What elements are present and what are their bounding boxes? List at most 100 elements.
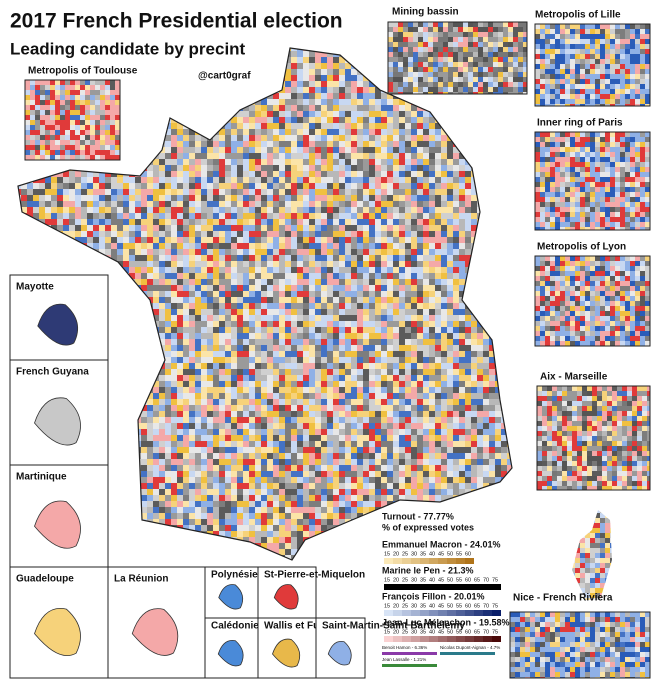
precinct xyxy=(267,201,274,208)
precinct xyxy=(135,501,142,508)
precinct xyxy=(135,393,142,400)
precinct xyxy=(327,201,334,208)
precinct xyxy=(177,177,184,184)
precinct xyxy=(315,381,322,388)
precinct xyxy=(201,549,208,556)
precinct xyxy=(201,255,208,262)
precinct xyxy=(231,207,238,214)
precinct xyxy=(171,513,178,520)
precinct xyxy=(315,267,322,274)
precinct xyxy=(351,483,358,490)
precinct xyxy=(171,531,178,538)
precinct xyxy=(177,537,184,544)
precinct xyxy=(219,501,226,508)
precinct xyxy=(267,387,274,394)
precinct xyxy=(135,453,142,460)
precinct xyxy=(351,219,358,226)
precinct xyxy=(303,165,310,172)
precinct xyxy=(21,195,28,202)
precinct xyxy=(117,465,124,472)
precinct xyxy=(171,327,178,334)
precinct xyxy=(237,375,244,382)
precinct xyxy=(297,123,304,130)
precinct xyxy=(123,471,130,478)
precinct xyxy=(279,459,286,466)
precinct xyxy=(327,243,334,250)
precinct xyxy=(279,297,286,304)
precinct xyxy=(327,543,334,550)
precinct xyxy=(309,465,316,472)
precinct xyxy=(327,507,334,514)
precinct xyxy=(237,291,244,298)
precinct xyxy=(231,357,238,364)
precinct xyxy=(273,459,280,466)
precinct xyxy=(315,495,322,502)
precinct xyxy=(201,165,208,172)
precinct xyxy=(309,441,316,448)
precinct xyxy=(207,363,214,370)
precinct xyxy=(21,243,28,250)
precinct xyxy=(333,207,340,214)
precinct xyxy=(219,519,226,526)
precinct xyxy=(213,495,220,502)
precinct xyxy=(189,327,196,334)
precinct xyxy=(339,63,346,70)
precinct xyxy=(165,465,172,472)
precinct xyxy=(201,405,208,412)
precinct xyxy=(225,441,232,448)
precinct xyxy=(165,321,172,328)
precinct xyxy=(39,207,46,214)
precinct xyxy=(189,129,196,136)
precinct xyxy=(147,165,154,172)
precinct xyxy=(231,153,238,160)
precinct xyxy=(243,447,250,454)
precinct xyxy=(213,213,220,220)
precinct xyxy=(219,357,226,364)
precinct xyxy=(183,363,190,370)
precinct xyxy=(189,519,196,526)
precinct xyxy=(285,279,292,286)
precinct xyxy=(57,171,64,178)
precinct xyxy=(315,99,322,106)
precinct xyxy=(201,441,208,448)
precinct xyxy=(123,309,130,316)
precinct xyxy=(303,219,310,226)
precinct xyxy=(201,141,208,148)
precinct xyxy=(57,183,64,190)
precinct xyxy=(51,183,58,190)
precinct xyxy=(177,291,184,298)
precinct xyxy=(255,453,262,460)
precinct xyxy=(345,135,352,142)
precinct xyxy=(123,183,130,190)
precinct xyxy=(189,237,196,244)
precinct xyxy=(261,327,268,334)
precinct xyxy=(171,309,178,316)
precinct xyxy=(153,225,160,232)
precinct xyxy=(201,369,208,376)
precinct xyxy=(291,507,298,514)
precinct xyxy=(255,435,262,442)
precinct xyxy=(183,405,190,412)
precinct xyxy=(267,105,274,112)
precinct xyxy=(345,525,352,532)
precinct xyxy=(345,459,352,466)
precinct xyxy=(225,81,232,88)
precinct xyxy=(213,111,220,118)
precinct xyxy=(291,303,298,310)
precinct xyxy=(309,549,316,556)
precinct xyxy=(243,471,250,478)
precinct xyxy=(237,327,244,334)
precinct xyxy=(153,207,160,214)
precinct xyxy=(141,237,148,244)
precinct xyxy=(39,177,46,184)
precinct xyxy=(147,549,154,556)
precinct xyxy=(177,405,184,412)
precinct xyxy=(171,495,178,502)
precinct xyxy=(333,369,340,376)
precinct xyxy=(249,423,256,430)
precinct xyxy=(18,135,22,142)
precinct xyxy=(18,255,22,262)
precinct xyxy=(231,429,238,436)
precinct xyxy=(213,171,220,178)
precinct xyxy=(249,51,256,58)
